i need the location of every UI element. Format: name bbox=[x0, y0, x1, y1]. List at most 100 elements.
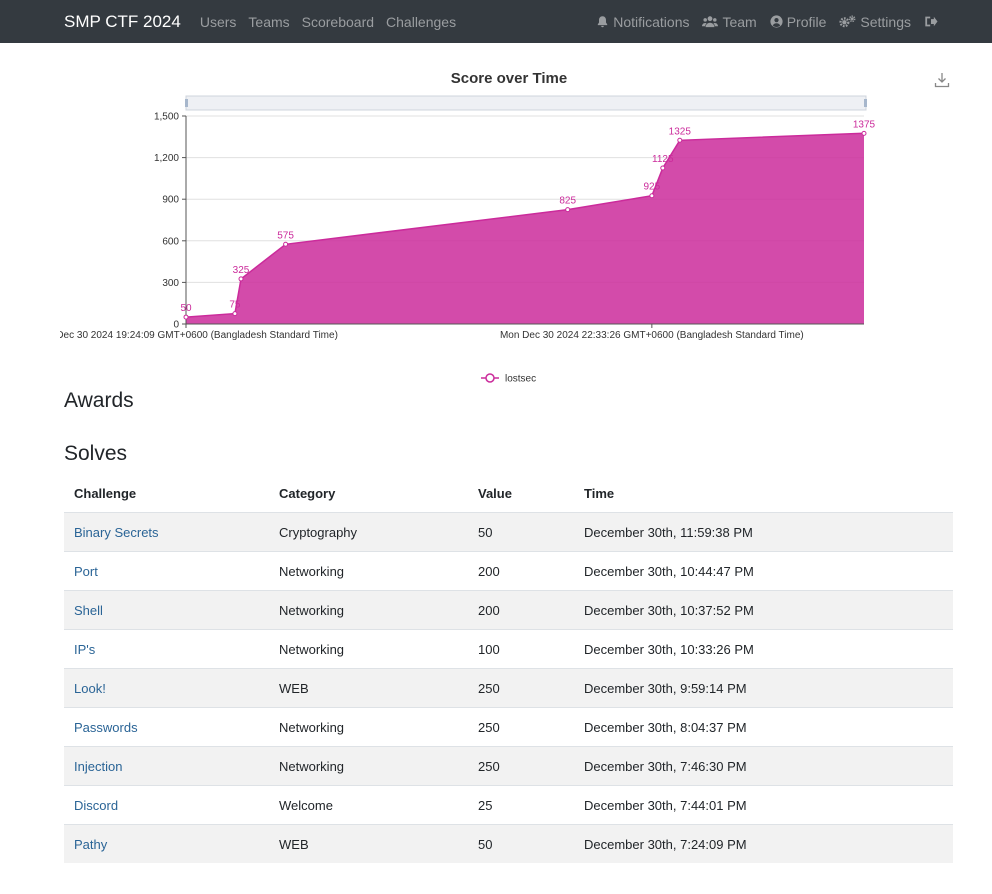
cell-challenge: Injection bbox=[64, 746, 269, 786]
nav-profile[interactable]: Profile bbox=[770, 13, 827, 30]
data-point bbox=[238, 276, 244, 282]
data-label: 1325 bbox=[669, 126, 692, 137]
cell-time: December 30th, 7:44:01 PM bbox=[574, 785, 953, 825]
challenge-link[interactable]: Look! bbox=[74, 680, 106, 696]
awards-heading: Awards bbox=[64, 389, 134, 412]
challenge-link[interactable]: Port bbox=[74, 563, 98, 579]
data-point bbox=[232, 311, 238, 317]
cell-category: Networking bbox=[269, 746, 468, 786]
nav-users[interactable]: Users bbox=[199, 13, 237, 30]
table-row: Injection Networking 250 December 30th, 7:4… bbox=[64, 746, 953, 786]
table-row: Discord Welcome 25 December 30th, 7:44:01 P… bbox=[64, 785, 953, 825]
header-value: Value bbox=[478, 485, 512, 501]
nav-teams[interactable]: Teams bbox=[248, 13, 290, 30]
data-label: 925 bbox=[644, 182, 661, 193]
cell-challenge: Binary Secrets bbox=[64, 512, 269, 552]
data-point bbox=[660, 165, 666, 171]
data-label: 325 bbox=[233, 265, 250, 276]
cell-challenge: Look! bbox=[64, 668, 269, 708]
cell-challenge: Passwords bbox=[64, 707, 269, 747]
top-navbar: SMP CTF 2024 Users Teams Scoreboard Chal… bbox=[0, 0, 992, 43]
data-point bbox=[677, 137, 683, 143]
table-row: Port Networking 200 December 30th, 10:44:47… bbox=[64, 551, 953, 591]
data-point bbox=[649, 193, 655, 199]
data-point bbox=[565, 207, 571, 213]
cell-value: 250 bbox=[468, 746, 574, 786]
challenge-link[interactable]: Passwords bbox=[74, 719, 138, 735]
nav-main-links: Users Teams Scoreboard Challenges bbox=[200, 14, 468, 30]
challenge-link[interactable]: IP's bbox=[74, 641, 96, 657]
cell-category: Cryptography bbox=[269, 512, 468, 552]
cell-time: December 30th, 7:24:09 PM bbox=[574, 824, 953, 863]
cell-value: 50 bbox=[468, 512, 574, 552]
cell-challenge: Discord bbox=[64, 785, 269, 825]
data-label: 825 bbox=[559, 196, 576, 207]
cell-category: Networking bbox=[269, 551, 468, 591]
challenge-link[interactable]: Injection bbox=[74, 758, 123, 774]
cell-category: Networking bbox=[269, 707, 468, 747]
solves-header-row: Challenge Category Value Time bbox=[64, 474, 953, 513]
challenge-link[interactable]: Binary Secrets bbox=[74, 524, 159, 540]
data-label: 75 bbox=[229, 300, 241, 311]
challenge-link[interactable]: Pathy bbox=[74, 836, 108, 852]
nav-notifications-label: Notifications bbox=[613, 13, 690, 30]
y-tick-label: 900 bbox=[162, 195, 179, 206]
cell-category: Networking bbox=[269, 590, 468, 630]
legend-label: lostsec bbox=[505, 374, 536, 385]
nav-user-links: Notifications Team Profile Settings bbox=[583, 0, 942, 43]
data-label: 1125 bbox=[652, 154, 674, 165]
brand-logo[interactable]: SMP CTF 2024 bbox=[64, 11, 181, 31]
cell-time: December 30th, 10:33:26 PM bbox=[574, 629, 953, 669]
chart-title: Score over Time bbox=[451, 70, 567, 87]
y-tick-label: 0 bbox=[173, 320, 179, 331]
cell-challenge: Shell bbox=[64, 590, 269, 630]
data-point bbox=[283, 241, 289, 247]
nav-profile-label: Profile bbox=[786, 13, 827, 30]
nav-settings-label: Settings bbox=[860, 13, 911, 30]
y-tick-label: 1,200 bbox=[154, 153, 179, 164]
cell-time: December 30th, 7:46:30 PM bbox=[574, 746, 953, 786]
cell-value: 250 bbox=[468, 707, 574, 747]
download-chart-icon[interactable] bbox=[934, 72, 950, 88]
y-tick-label: 300 bbox=[162, 278, 179, 289]
nav-challenges[interactable]: Challenges bbox=[386, 13, 457, 30]
users-icon bbox=[702, 16, 719, 28]
x-tick-label: Mon Dec 30 2024 19:24:09 GMT+0600 (Bangl… bbox=[60, 330, 338, 341]
cell-category: WEB bbox=[269, 824, 468, 863]
chart-legend[interactable]: lostsec bbox=[481, 373, 536, 385]
cell-value: 250 bbox=[468, 668, 574, 708]
cell-value: 200 bbox=[468, 590, 574, 630]
cell-time: December 30th, 8:04:37 PM bbox=[574, 707, 953, 747]
cell-challenge: IP's bbox=[64, 629, 269, 669]
cell-value: 100 bbox=[468, 629, 574, 669]
challenge-link[interactable]: Discord bbox=[74, 797, 119, 813]
cell-time: December 30th, 10:37:52 PM bbox=[574, 590, 953, 630]
chart-zoom-slider[interactable] bbox=[185, 95, 867, 111]
nav-settings[interactable]: Settings bbox=[839, 14, 911, 30]
table-row: IP's Networking 100 December 30th, 10:33:26… bbox=[64, 629, 953, 669]
nav-logout[interactable] bbox=[924, 15, 942, 28]
nav-team-label: Team bbox=[722, 13, 757, 30]
solves-table: Challenge Category Value Time Binary Sec… bbox=[64, 474, 953, 863]
y-tick-label: 600 bbox=[162, 236, 179, 247]
cell-category: WEB bbox=[269, 668, 468, 708]
solves-heading: Solves bbox=[64, 442, 128, 465]
challenge-link[interactable]: Shell bbox=[74, 602, 103, 618]
x-tick-label: Mon Dec 30 2024 22:33:26 GMT+0600 (Bangl… bbox=[500, 330, 804, 341]
bell-icon bbox=[598, 16, 608, 28]
legend-marker bbox=[485, 373, 495, 383]
data-label: 575 bbox=[277, 230, 294, 241]
score-over-time-chart: Score over Time 0 300 600 900 1,200 1,500 Mon … bbox=[60, 70, 876, 385]
cell-time: December 30th, 11:59:38 PM bbox=[574, 512, 953, 552]
table-row: Look! WEB 250 December 30th, 9:59:14 PM bbox=[64, 668, 953, 708]
y-tick-label: 1,500 bbox=[154, 112, 179, 123]
nav-scoreboard[interactable]: Scoreboard bbox=[301, 13, 375, 30]
table-row: Shell Networking 200 December 30th, 10:37:5… bbox=[64, 590, 953, 630]
cogs-icon bbox=[839, 15, 856, 28]
table-row: Pathy WEB 50 December 30th, 7:24:09 PM bbox=[64, 824, 953, 863]
nav-team[interactable]: Team bbox=[702, 13, 757, 30]
cell-value: 50 bbox=[468, 824, 574, 863]
header-challenge: Challenge bbox=[74, 485, 137, 501]
cell-category: Networking bbox=[269, 629, 468, 669]
nav-notifications[interactable]: Notifications bbox=[596, 14, 689, 30]
